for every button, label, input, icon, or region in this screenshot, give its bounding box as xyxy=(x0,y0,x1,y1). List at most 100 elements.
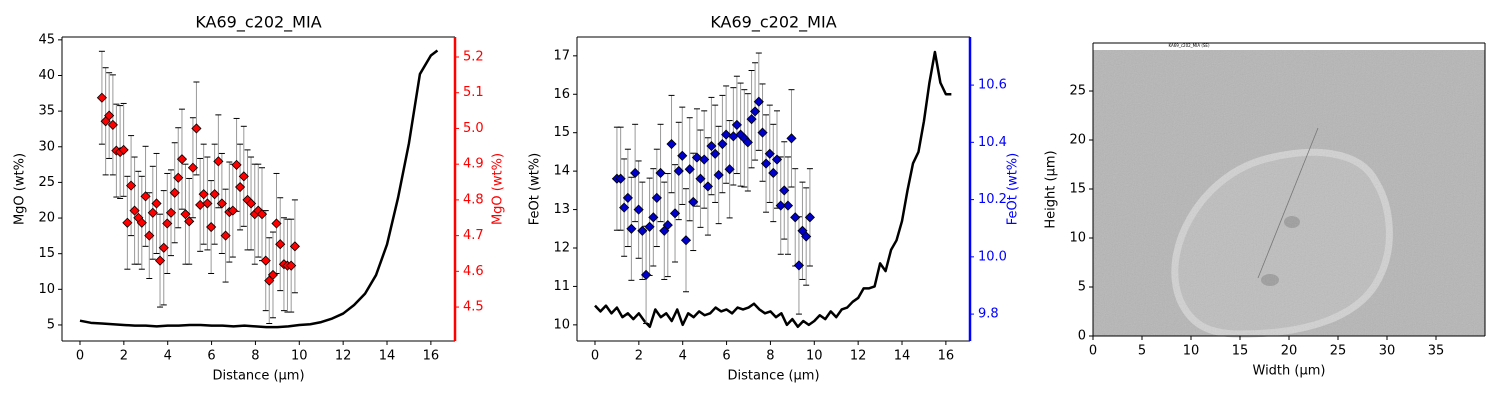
data-point xyxy=(713,169,724,181)
y-tick-label: 20 xyxy=(38,211,55,226)
y-tick-label: 17 xyxy=(553,48,570,63)
data-point xyxy=(637,225,648,236)
data-point xyxy=(684,164,695,175)
data-point xyxy=(615,173,626,184)
data-point xyxy=(173,172,184,183)
y2-tick-label: 5.0 xyxy=(463,121,484,136)
x-tick-label: 14 xyxy=(894,349,911,364)
x-axis-label: Distance (µm) xyxy=(727,369,819,384)
data-point xyxy=(271,218,282,229)
x-tick-label: 8 xyxy=(251,349,259,364)
data-point xyxy=(235,181,246,193)
data-point xyxy=(779,185,790,196)
data-point xyxy=(202,198,213,209)
data-point xyxy=(118,144,129,155)
y2-tick-label: 4.6 xyxy=(463,264,484,279)
y2-tick-label: 4.8 xyxy=(463,192,484,207)
profile-line xyxy=(594,50,952,329)
data-point xyxy=(126,180,137,191)
y-tick-label: 10 xyxy=(38,282,55,297)
data-point xyxy=(289,241,300,252)
x-tick-label: 10 xyxy=(806,349,823,364)
x-tick-label: 6 xyxy=(207,349,215,364)
data-point xyxy=(793,260,805,271)
profile-line xyxy=(79,49,439,329)
x-axis-label: Width (µm) xyxy=(1253,364,1326,379)
x-tick-label: 4 xyxy=(164,349,172,364)
data-point xyxy=(198,189,209,200)
data-point xyxy=(724,164,735,175)
data-point xyxy=(775,200,786,211)
x-tick-label: 0 xyxy=(591,349,599,364)
x-tick-label: 20 xyxy=(1281,344,1298,359)
data-point xyxy=(213,156,224,167)
data-point xyxy=(753,96,764,107)
y-axis-label: MgO (wt%) xyxy=(13,153,28,225)
y-tick-label: 0 xyxy=(1078,329,1086,344)
y-tick-label: 25 xyxy=(38,175,55,190)
data-point xyxy=(147,207,158,218)
x-tick-label: 12 xyxy=(335,349,352,364)
x-tick-label: 4 xyxy=(679,349,687,364)
y-tick-label: 15 xyxy=(1069,182,1086,197)
data-point xyxy=(750,106,761,117)
y2-tick-label: 5.2 xyxy=(463,50,484,65)
y-tick-label: 15 xyxy=(38,246,55,261)
x-tick-label: 30 xyxy=(1379,344,1396,359)
data-point xyxy=(731,119,742,130)
data-point xyxy=(757,127,768,138)
data-point xyxy=(721,129,732,140)
data-point xyxy=(666,138,677,150)
y-tick-label: 14 xyxy=(553,164,570,179)
y-tick-label: 5 xyxy=(47,317,55,332)
data-point xyxy=(691,152,703,163)
x-tick-label: 25 xyxy=(1330,344,1347,359)
data-point xyxy=(710,148,721,159)
x-axis-label: Distance (µm) xyxy=(212,369,304,384)
x-tick-label: 15 xyxy=(1232,344,1249,359)
data-point xyxy=(644,221,655,232)
data-point xyxy=(641,269,652,280)
x-tick-label: 6 xyxy=(722,349,730,364)
data-point xyxy=(231,159,242,170)
data-point xyxy=(662,220,673,231)
data-point xyxy=(238,171,249,182)
data-point xyxy=(107,119,118,130)
data-point xyxy=(669,208,681,219)
y2-tick-label: 4.9 xyxy=(463,157,484,172)
y-tick-label: 35 xyxy=(38,104,55,119)
data-point xyxy=(104,110,115,121)
data-point xyxy=(140,191,151,202)
data-point xyxy=(771,154,783,165)
y-tick-label: 11 xyxy=(553,279,570,294)
image-header xyxy=(1093,43,1485,50)
x-tick-label: 10 xyxy=(291,349,308,364)
data-point xyxy=(655,167,666,179)
data-point xyxy=(209,189,220,200)
image-title: KA69_c202_MIA (SE) xyxy=(1168,43,1209,48)
data-point xyxy=(144,230,155,241)
data-point xyxy=(176,154,188,165)
data-point xyxy=(786,133,797,144)
y-axis-label: Height (µm) xyxy=(1044,150,1059,228)
x-tick-label: 2 xyxy=(120,349,128,364)
data-point xyxy=(187,162,198,173)
y-tick-label: 25 xyxy=(1069,84,1086,99)
x-tick-label: 10 xyxy=(1183,344,1200,359)
y2-tick-label: 9.8 xyxy=(978,307,999,322)
y2-tick-label: 4.5 xyxy=(463,300,484,315)
x-tick-label: 12 xyxy=(850,349,867,364)
x-tick-label: 2 xyxy=(635,349,643,364)
data-point xyxy=(169,187,180,198)
data-point xyxy=(680,235,692,246)
y-axis-label: FeOt (wt%) xyxy=(528,153,543,225)
y-tick-label: 40 xyxy=(38,68,55,83)
data-point xyxy=(216,198,227,209)
y2-axis-label: MgO (wt%) xyxy=(491,153,506,225)
y-tick-label: 5 xyxy=(1078,280,1086,295)
data-point xyxy=(227,205,238,216)
y2-tick-label: 4.7 xyxy=(463,228,484,243)
data-point xyxy=(742,137,753,148)
data-point xyxy=(619,202,630,213)
